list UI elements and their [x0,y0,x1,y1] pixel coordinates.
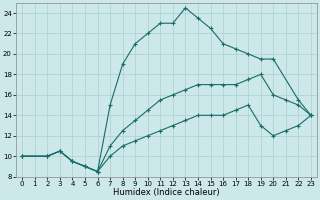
X-axis label: Humidex (Indice chaleur): Humidex (Indice chaleur) [113,188,220,197]
